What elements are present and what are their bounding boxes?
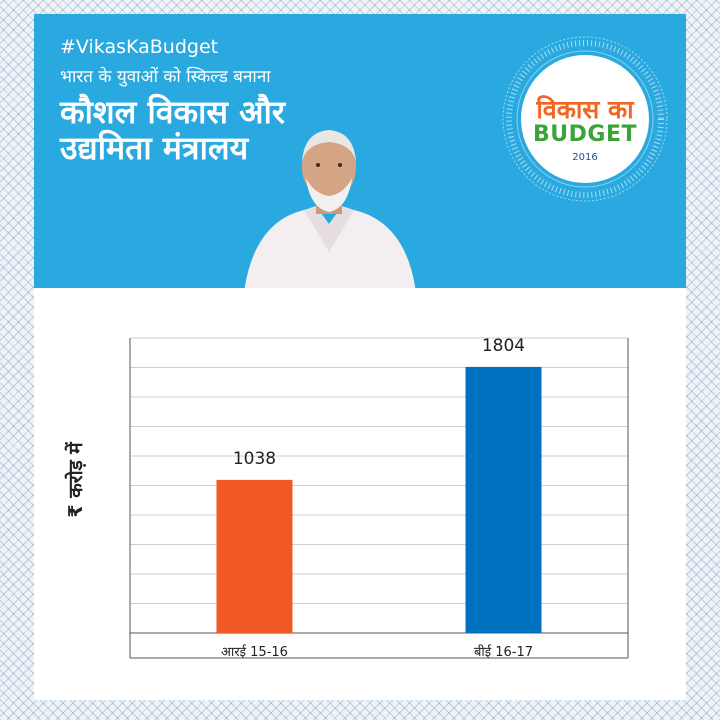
title-line-1: कौशल विकास और xyxy=(60,93,286,131)
bar-2 xyxy=(465,366,542,633)
data-label-2: 1804 xyxy=(482,336,525,356)
chart-panel: 1038 1804 आरई 15-16 बीई 16-17 xyxy=(34,288,686,700)
chart-data-labels: 1038 1804 xyxy=(233,336,525,469)
chart-bars xyxy=(216,366,542,633)
data-label-1: 1038 xyxy=(233,449,276,469)
chart-x-tick-labels: आरई 15-16 बीई 16-17 xyxy=(221,644,533,660)
header-banner: #VikasKaBudget भारत के युवाओं को स्किल्ड… xyxy=(34,14,686,288)
logo-line-1: विकास का xyxy=(536,95,634,124)
page-title: कौशल विकास और उद्यमिता मंत्रालय xyxy=(60,94,285,166)
subtitle: भारत के युवाओं को स्किल्ड बनाना xyxy=(60,67,271,87)
hashtag: #VikasKaBudget xyxy=(60,36,219,58)
x-tick-label-1: आरई 15-16 xyxy=(221,644,288,660)
logo-line-2: BUDGET xyxy=(533,122,637,147)
logo-ring-icon xyxy=(502,36,668,202)
portrait-image xyxy=(244,130,416,288)
chart-gridlines xyxy=(130,337,628,634)
title-line-2: उद्यमिता मंत्रालय xyxy=(60,129,249,167)
bar-1 xyxy=(216,479,293,633)
y-axis-label: ₹ करोड़ में xyxy=(65,442,87,518)
logo-year: 2016 xyxy=(572,152,598,163)
x-tick-label-2: बीई 16-17 xyxy=(474,644,533,660)
bar-chart: 1038 1804 आरई 15-16 बीई 16-17 xyxy=(129,336,629,660)
vikas-ka-budget-logo: विकास का BUDGET 2016 xyxy=(500,34,670,204)
